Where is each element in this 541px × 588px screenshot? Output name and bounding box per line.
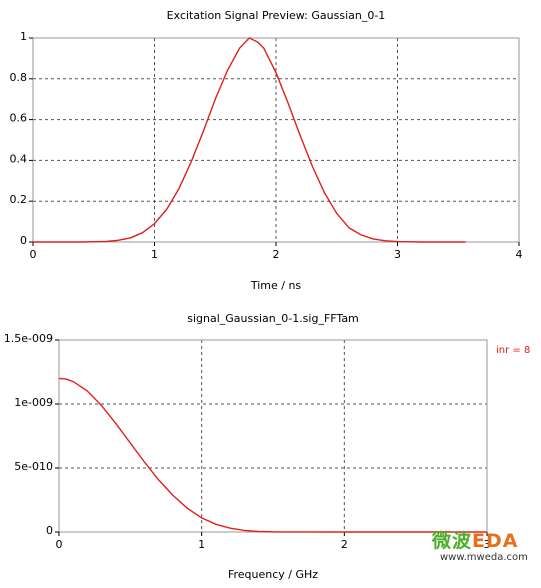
watermark-part1: 微波 [432,530,473,552]
frequency-domain-chart: 0 1 2 3 0 5e-010 1e-009 1.5e-009 signal_Gaussian… [4,312,531,581]
x-tick-label: 2 [341,538,348,551]
time-domain-chart: 0 1 2 3 4 0 0.2 0.4 0.6 0.8 1 Excitation Signal Pre… [10,9,523,292]
y-tick-label: 0.4 [10,152,28,165]
plot-area [59,340,487,532]
x-tick-label: 0 [56,538,63,551]
y-tick-label: 0 [46,524,53,537]
y-tick-label: 0.2 [10,193,28,206]
chart-title: signal_Gaussian_0-1.sig_FFTam [187,312,359,325]
y-tick-label: 1 [20,30,27,43]
chart-title: Excitation Signal Preview: Gaussian_0-1 [167,9,386,22]
x-tick-label: 0 [30,248,37,261]
y-tick-label: 5e-010 [14,460,53,473]
x-tick-label: 4 [516,248,523,261]
x-axis-label: Frequency / GHz [228,568,318,581]
x-axis-label: Time / ns [250,279,302,292]
watermark-part2: EDA [472,530,519,552]
watermark-logo: 微波EDA [432,526,518,553]
x-tick-label: 3 [484,538,491,551]
y-tick-label: 0.6 [10,112,28,125]
x-tick-label: 1 [198,538,205,551]
y-tick-label: 1e-009 [14,396,53,409]
watermark-url: www.mweda.com [440,552,528,563]
x-tick-label: 3 [394,248,401,261]
x-tick-label: 2 [273,248,280,261]
series-line-0 [33,37,466,243]
chart-annotation: inr = 8 [496,345,530,356]
x-tick-label: 1 [151,248,158,261]
y-tick-label: 1.5e-009 [4,332,53,345]
series-line-0 [58,377,487,533]
y-tick-label: 0 [20,234,27,247]
y-tick-label: 0.8 [10,71,28,84]
